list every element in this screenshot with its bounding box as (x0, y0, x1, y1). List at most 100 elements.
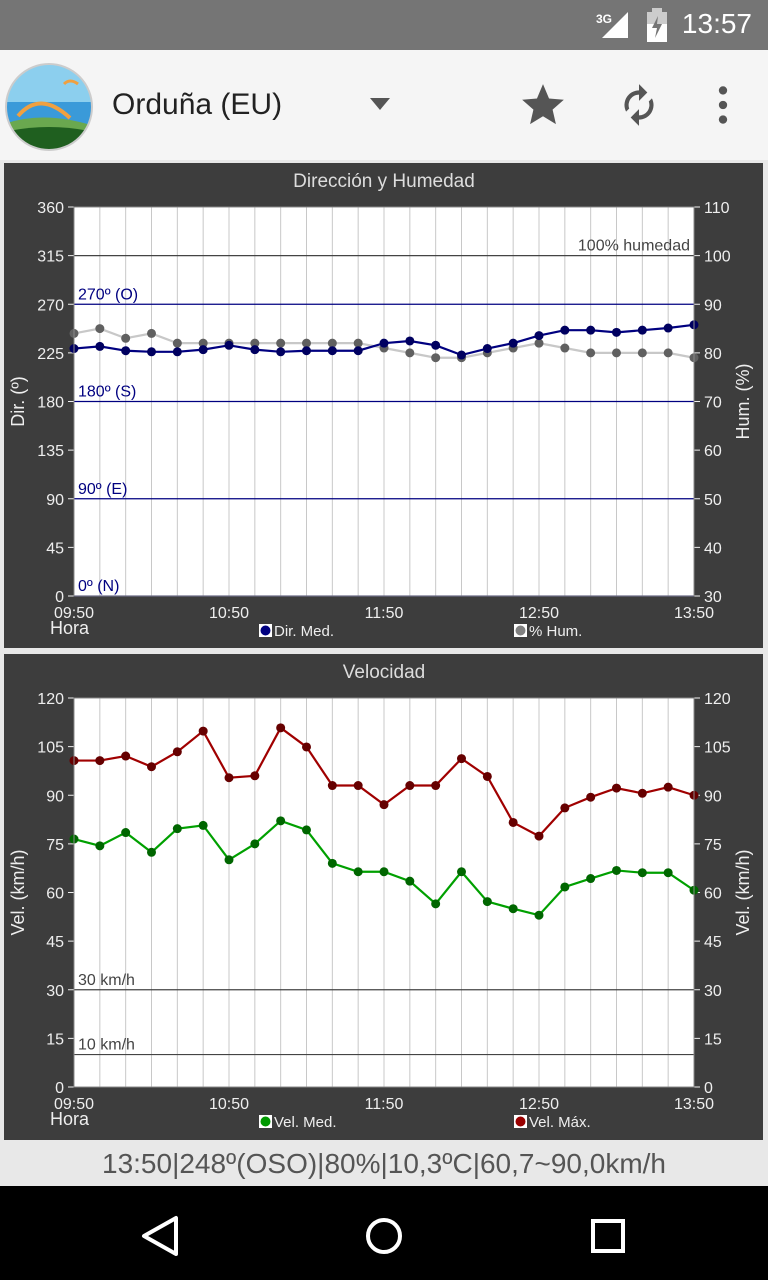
data-point (431, 340, 441, 350)
data-point (534, 910, 544, 920)
x-tick-label: 09:50 (54, 1096, 94, 1113)
data-point (198, 338, 208, 348)
y-tick-label-right: 30 (704, 983, 722, 1000)
chart-title: Velocidad (343, 662, 425, 683)
data-point (612, 783, 621, 793)
data-point (95, 324, 105, 334)
data-point (637, 348, 647, 358)
speed-chart: Velocidad 0 15 30 45 60 75 90 105 120 0 15 30 45 60 75 9… (4, 654, 763, 1140)
data-point (405, 348, 415, 358)
y-tick-label-right: 30 (704, 589, 722, 606)
y-tick-label-right: 0 (704, 1080, 713, 1097)
data-point (95, 341, 105, 351)
data-point (560, 343, 570, 353)
direction-humidity-chart: Dirección y Humedad 0 45 90 135 180 225 270 315 3… (4, 163, 763, 648)
chart-title: Dirección y Humedad (293, 171, 475, 192)
data-point (586, 874, 596, 884)
data-point (172, 824, 182, 834)
signal-icon: 3G (596, 12, 628, 38)
data-point (612, 327, 621, 337)
y-axis-label-left: Vel. (km/h) (8, 849, 28, 935)
plot-frame (73, 697, 695, 1088)
data-point (198, 820, 208, 830)
home-icon[interactable] (354, 1206, 414, 1266)
data-point (353, 338, 363, 348)
x-axis-label: Hora (50, 1109, 90, 1129)
y-tick-label-left: 105 (37, 740, 64, 757)
y-tick-label-left: 15 (46, 1031, 64, 1048)
y-tick-label-right: 110 (704, 200, 730, 217)
data-point (612, 865, 621, 875)
y-tick-label-right: 120 (704, 691, 731, 708)
y-axis-label-right: Vel. (km/h) (733, 849, 753, 935)
y-tick-label-right: 75 (704, 837, 722, 854)
x-tick-label: 09:50 (54, 605, 94, 622)
data-point (508, 338, 518, 348)
y-tick-label-right: 100 (704, 249, 731, 266)
legend-marker (515, 625, 526, 636)
data-point (663, 348, 673, 358)
summary-line: 13:50|248º(OSO)|80%|10,3ºC|60,7~90,0km/h (102, 1148, 666, 1179)
data-point (121, 751, 131, 761)
data-point (147, 847, 156, 857)
y-tick-label-left: 90 (46, 788, 64, 805)
data-point (482, 344, 492, 354)
x-tick-label: 10:50 (209, 605, 249, 622)
star-icon[interactable] (518, 80, 568, 130)
data-point (224, 855, 234, 865)
y-axis-label-left: Dir. (º) (8, 376, 28, 427)
data-point (482, 771, 492, 781)
data-point (457, 867, 466, 877)
data-point (172, 747, 182, 757)
data-point (276, 338, 286, 348)
y-tick-label-left: 225 (37, 346, 64, 363)
legend-entry: Vel. Med. (274, 1114, 337, 1131)
data-point (534, 831, 544, 841)
data-point (637, 788, 647, 798)
data-point (327, 338, 337, 348)
data-point (121, 346, 131, 356)
data-point (560, 325, 570, 335)
x-tick-label: 10:50 (209, 1096, 249, 1113)
y-tick-label-left: 60 (46, 886, 64, 903)
refresh-icon[interactable] (614, 80, 664, 130)
app-logo-icon[interactable] (4, 62, 94, 152)
y-tick-label-left: 0 (55, 1080, 64, 1097)
data-point (405, 781, 415, 791)
data-point (612, 348, 621, 358)
y-tick-label-left: 135 (37, 443, 64, 460)
y-tick-label-left: 45 (46, 540, 64, 557)
y-axis-label-right: Hum. (%) (733, 364, 753, 440)
network-type: 3G (596, 12, 612, 26)
y-tick-label-left: 45 (46, 934, 64, 951)
y-tick-label-right: 45 (704, 934, 722, 951)
recents-icon[interactable] (578, 1206, 638, 1266)
data-point (379, 800, 389, 810)
dropdown-arrow-icon[interactable] (368, 96, 392, 112)
y-tick-label-right: 60 (704, 443, 722, 460)
data-point (353, 346, 363, 356)
station-title[interactable]: Orduña (EU) (112, 88, 283, 121)
data-point (95, 756, 105, 766)
y-tick-label-left: 270 (37, 297, 64, 314)
x-tick-label: 13:50 (674, 1096, 714, 1113)
back-icon[interactable] (130, 1206, 190, 1266)
reference-line-label: 0º (N) (78, 578, 119, 595)
x-tick-label: 13:50 (674, 605, 714, 622)
data-point (663, 782, 673, 792)
data-point (353, 781, 363, 791)
reference-line-label: 30 km/h (78, 972, 135, 989)
legend-entry: Dir. Med. (274, 623, 334, 640)
y-tick-label-left: 75 (46, 837, 64, 854)
y-tick-label-left: 120 (37, 691, 64, 708)
data-point (147, 328, 156, 338)
data-point (302, 825, 311, 835)
data-point (302, 338, 311, 348)
y-tick-label-right: 90 (704, 297, 722, 314)
reference-line-label: 10 km/h (78, 1037, 135, 1054)
data-point (508, 817, 518, 827)
more-vert-icon[interactable] (698, 80, 748, 130)
reference-line-label: 100% humedad (578, 238, 690, 255)
data-point (508, 904, 518, 914)
data-point (250, 839, 260, 849)
